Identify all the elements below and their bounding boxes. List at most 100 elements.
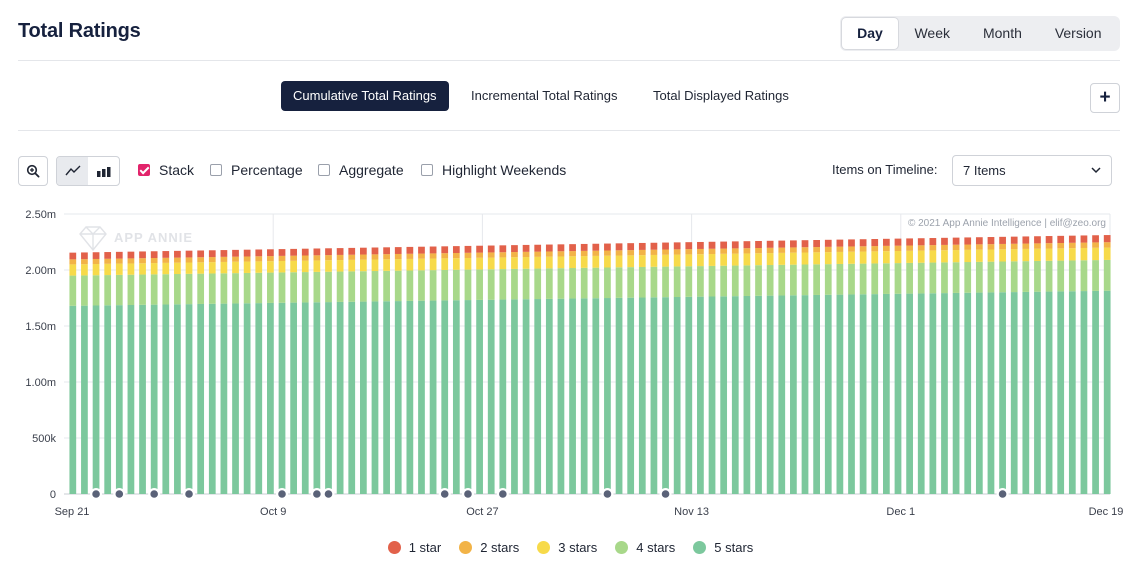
bar-segment-5-stars[interactable] bbox=[766, 295, 774, 494]
bar-segment-4-stars[interactable] bbox=[952, 262, 960, 293]
bar-segment-4-stars[interactable] bbox=[731, 265, 739, 297]
bar-segment-4-stars[interactable] bbox=[81, 275, 88, 306]
bar-segment-3-stars[interactable] bbox=[894, 251, 902, 264]
bar-segment-1-star[interactable] bbox=[836, 239, 844, 247]
bar-segment-1-star[interactable] bbox=[127, 251, 135, 259]
bar-segment-3-stars[interactable] bbox=[720, 253, 728, 266]
bar-segment-4-stars[interactable] bbox=[1045, 260, 1053, 292]
bar-segment-3-stars[interactable] bbox=[1034, 248, 1041, 261]
bar-segment-5-stars[interactable] bbox=[1103, 290, 1111, 494]
bar-segment-3-stars[interactable] bbox=[883, 251, 890, 264]
bar-segment-1-star[interactable] bbox=[1080, 235, 1088, 243]
bar-segment-2-stars[interactable] bbox=[766, 247, 774, 254]
bar-segment-4-stars[interactable] bbox=[220, 273, 228, 304]
bar-segment-2-stars[interactable] bbox=[883, 245, 890, 252]
bar-segment-4-stars[interactable] bbox=[267, 272, 274, 303]
bar-segment-5-stars[interactable] bbox=[813, 294, 820, 494]
bar-segment-5-stars[interactable] bbox=[569, 298, 576, 494]
bar-segment-4-stars[interactable] bbox=[522, 268, 530, 300]
bar-segment-4-stars[interactable] bbox=[883, 263, 890, 294]
bar-segment-3-stars[interactable] bbox=[673, 254, 681, 267]
bar-segment-5-stars[interactable] bbox=[987, 292, 995, 494]
bar-segment-4-stars[interactable] bbox=[1092, 260, 1099, 291]
bar-segment-3-stars[interactable] bbox=[92, 264, 100, 276]
bar-segment-1-star[interactable] bbox=[162, 251, 170, 258]
bar-segment-5-stars[interactable] bbox=[708, 296, 716, 495]
bar-segment-2-stars[interactable] bbox=[406, 253, 414, 259]
bar-segment-2-stars[interactable] bbox=[499, 252, 507, 258]
bar-segment-3-stars[interactable] bbox=[325, 260, 332, 272]
bar-segment-1-star[interactable] bbox=[325, 248, 332, 256]
bar-segment-2-stars[interactable] bbox=[697, 248, 704, 255]
bar-segment-5-stars[interactable] bbox=[894, 293, 902, 494]
bar-segment-1-star[interactable] bbox=[360, 247, 367, 255]
bar-segment-1-star[interactable] bbox=[987, 237, 995, 245]
bar-segment-4-stars[interactable] bbox=[975, 261, 983, 293]
bar-segment-2-stars[interactable] bbox=[952, 244, 960, 251]
bar-segment-5-stars[interactable] bbox=[267, 302, 274, 494]
bar-segment-4-stars[interactable] bbox=[708, 265, 716, 297]
bar-segment-5-stars[interactable] bbox=[859, 294, 867, 494]
bar-segment-1-star[interactable] bbox=[139, 251, 146, 259]
bar-segment-1-star[interactable] bbox=[859, 239, 867, 247]
bar-segment-5-stars[interactable] bbox=[848, 294, 855, 494]
bar-segment-5-stars[interactable] bbox=[174, 304, 181, 494]
bar-segment-4-stars[interactable] bbox=[371, 271, 379, 302]
bar-segment-4-stars[interactable] bbox=[929, 262, 937, 294]
bar-segment-4-stars[interactable] bbox=[534, 268, 542, 300]
bar-segment-4-stars[interactable] bbox=[1068, 260, 1076, 292]
bar-segment-1-star[interactable] bbox=[267, 249, 274, 257]
bar-segment-3-stars[interactable] bbox=[406, 258, 414, 271]
bar-segment-3-stars[interactable] bbox=[522, 257, 530, 269]
bar-segment-5-stars[interactable] bbox=[545, 298, 553, 494]
bar-segment-3-stars[interactable] bbox=[197, 262, 205, 274]
legend-item-4-stars[interactable]: 4 stars bbox=[615, 540, 675, 555]
bar-segment-2-stars[interactable] bbox=[325, 255, 332, 261]
bar-segment-5-stars[interactable] bbox=[534, 299, 542, 494]
bar-segment-5-stars[interactable] bbox=[1034, 291, 1041, 494]
bar-segment-3-stars[interactable] bbox=[929, 250, 937, 263]
bar-segment-2-stars[interactable] bbox=[685, 249, 693, 255]
bar-segment-3-stars[interactable] bbox=[650, 254, 658, 267]
bar-segment-4-stars[interactable] bbox=[743, 265, 751, 296]
bar-segment-3-stars[interactable] bbox=[697, 254, 704, 267]
bar-segment-4-stars[interactable] bbox=[638, 266, 646, 298]
bar-segment-1-star[interactable] bbox=[894, 238, 902, 246]
bar-segment-2-stars[interactable] bbox=[104, 258, 112, 264]
bar-segment-1-star[interactable] bbox=[185, 250, 193, 258]
bar-segment-5-stars[interactable] bbox=[883, 293, 890, 494]
bar-segment-1-star[interactable] bbox=[429, 246, 437, 254]
bar-segment-5-stars[interactable] bbox=[499, 299, 507, 494]
bar-segment-2-stars[interactable] bbox=[360, 254, 367, 260]
bar-segment-4-stars[interactable] bbox=[592, 267, 600, 299]
bar-segment-1-star[interactable] bbox=[197, 250, 205, 258]
bar-segment-3-stars[interactable] bbox=[313, 260, 321, 272]
bar-segment-3-stars[interactable] bbox=[267, 261, 274, 273]
bar-segment-1-star[interactable] bbox=[545, 244, 553, 252]
bar-segment-4-stars[interactable] bbox=[383, 270, 390, 302]
bar-segment-3-stars[interactable] bbox=[987, 249, 995, 262]
bar-segment-1-star[interactable] bbox=[615, 243, 623, 251]
bar-segment-4-stars[interactable] bbox=[162, 274, 170, 305]
bar-segment-1-star[interactable] bbox=[313, 248, 321, 256]
bar-segment-3-stars[interactable] bbox=[487, 257, 495, 270]
bar-segment-1-star[interactable] bbox=[208, 250, 216, 258]
bar-segment-2-stars[interactable] bbox=[476, 252, 483, 258]
bar-segment-4-stars[interactable] bbox=[569, 268, 576, 299]
bar-segment-2-stars[interactable] bbox=[185, 257, 193, 263]
bar-segment-3-stars[interactable] bbox=[975, 249, 983, 262]
bar-segment-4-stars[interactable] bbox=[452, 269, 460, 301]
tab-incremental-total-ratings[interactable]: Incremental Total Ratings bbox=[471, 88, 618, 103]
bar-segment-1-star[interactable] bbox=[755, 240, 762, 248]
bar-segment-2-stars[interactable] bbox=[917, 245, 925, 251]
bar-segment-3-stars[interactable] bbox=[441, 258, 449, 270]
bar-segment-4-stars[interactable] bbox=[464, 269, 472, 301]
bar-segment-5-stars[interactable] bbox=[1068, 291, 1076, 494]
bar-segment-3-stars[interactable] bbox=[569, 256, 576, 269]
bar-segment-1-star[interactable] bbox=[511, 245, 518, 253]
bar-segment-4-stars[interactable] bbox=[1022, 261, 1030, 292]
bar-segment-3-stars[interactable] bbox=[824, 252, 832, 265]
event-marker[interactable] bbox=[603, 490, 612, 498]
bar-segment-4-stars[interactable] bbox=[1034, 260, 1041, 292]
bar-segment-2-stars[interactable] bbox=[290, 255, 297, 261]
